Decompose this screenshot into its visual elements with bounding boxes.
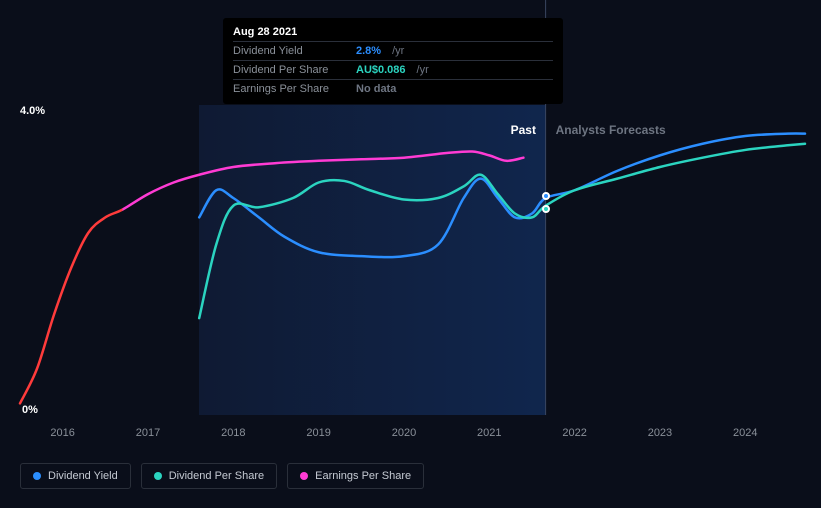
- tooltip-row: Earnings Per Share No data: [233, 79, 553, 98]
- tooltip-rows: Dividend Yield 2.8% /yr Dividend Per Share A…: [233, 41, 553, 98]
- tooltip-row-label: Dividend Per Share: [233, 64, 348, 76]
- crosshair-point: [542, 205, 550, 213]
- legend-item[interactable]: Dividend Yield: [20, 463, 131, 489]
- x-tick: 2017: [136, 427, 160, 439]
- tooltip-row-value: No data: [356, 83, 396, 95]
- legend: Dividend Yield Dividend Per Share Earnings…: [20, 463, 424, 489]
- legend-dot: [300, 472, 308, 480]
- x-tick: 2021: [477, 427, 501, 439]
- legend-dot: [154, 472, 162, 480]
- x-tick: 2024: [733, 427, 757, 439]
- x-tick: 2020: [392, 427, 416, 439]
- tooltip-row-label: Dividend Yield: [233, 45, 348, 57]
- tooltip-row: Dividend Per Share AU$0.086/yr: [233, 60, 553, 79]
- legend-dot: [33, 472, 41, 480]
- tooltip-date: Aug 28 2021: [233, 26, 553, 38]
- x-axis: 2016 2017 2018 2019 2020 2021 2022 2023 2024: [20, 427, 805, 447]
- tooltip-row-unit: /yr: [417, 64, 429, 76]
- chart-plot-area: Past Analysts Forecasts: [20, 105, 805, 415]
- chart-svg: [20, 105, 805, 415]
- x-tick: 2023: [648, 427, 672, 439]
- tooltip-row-label: Earnings Per Share: [233, 83, 348, 95]
- legend-item[interactable]: Earnings Per Share: [287, 463, 424, 489]
- legend-label: Earnings Per Share: [315, 470, 411, 482]
- tooltip-row-unit: /yr: [392, 45, 404, 57]
- region-label-past: Past: [511, 123, 536, 137]
- tooltip-row: Dividend Yield 2.8% /yr: [233, 41, 553, 60]
- tooltip-row-value: 2.8%: [356, 45, 381, 57]
- x-tick: 2018: [221, 427, 245, 439]
- region-label-forecast: Analysts Forecasts: [556, 123, 666, 137]
- x-tick: 2016: [50, 427, 74, 439]
- tooltip-row-value: AU$0.086: [356, 64, 406, 76]
- tooltip: Aug 28 2021 Dividend Yield2.8%/yrDividen…: [223, 18, 563, 104]
- crosshair-point: [542, 192, 550, 200]
- x-tick: 2022: [562, 427, 586, 439]
- x-tick: 2019: [306, 427, 330, 439]
- legend-label: Dividend Yield: [48, 470, 118, 482]
- legend-label: Dividend Per Share: [169, 470, 264, 482]
- legend-item[interactable]: Dividend Per Share: [141, 463, 277, 489]
